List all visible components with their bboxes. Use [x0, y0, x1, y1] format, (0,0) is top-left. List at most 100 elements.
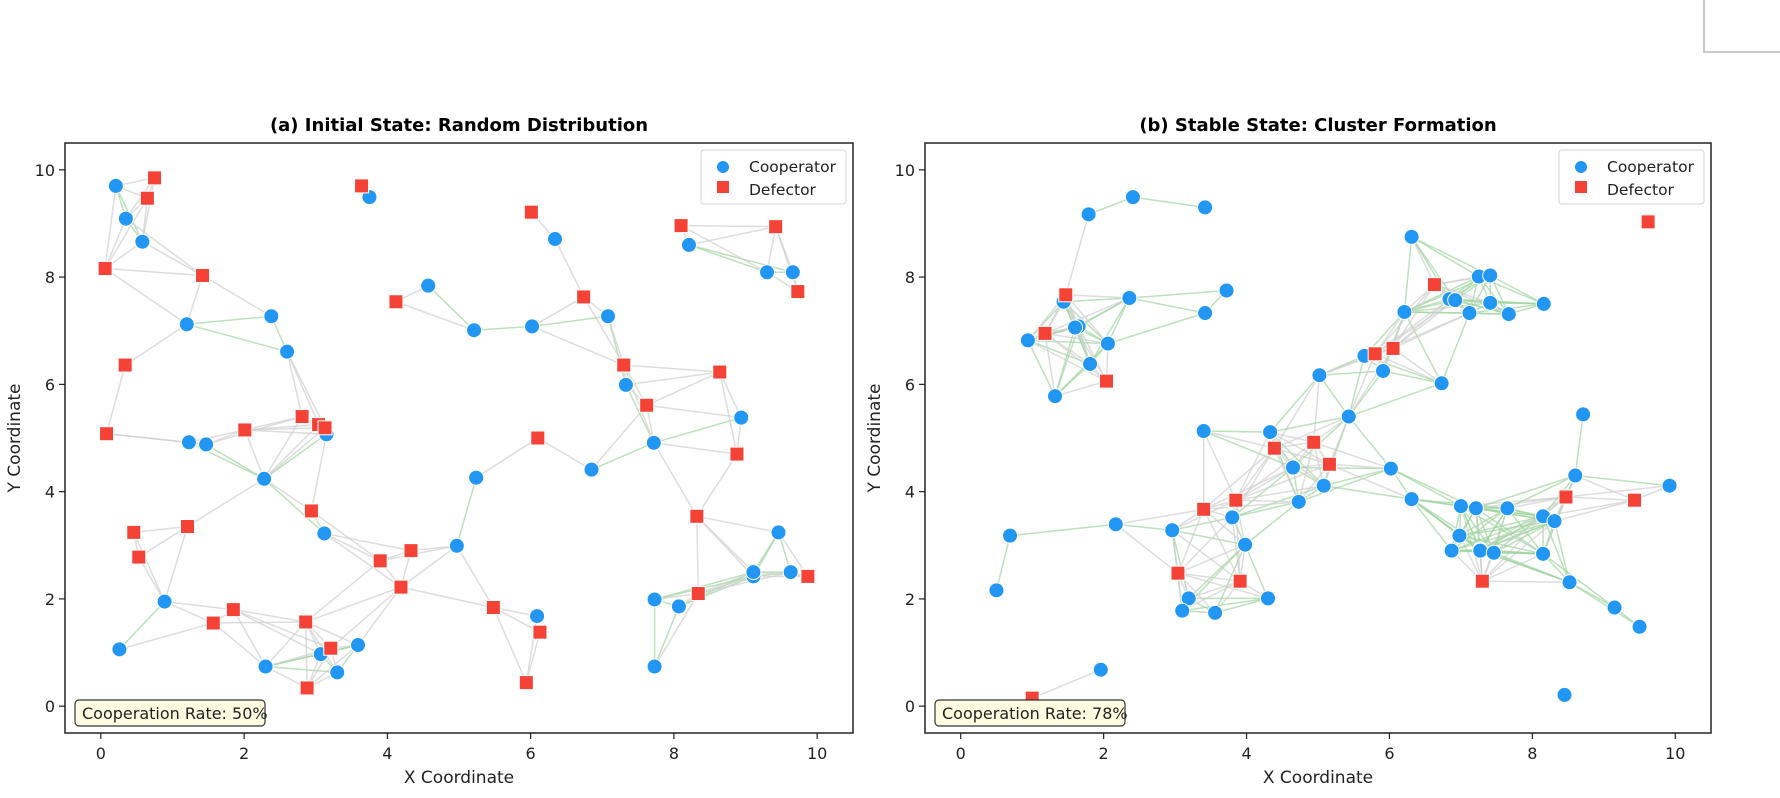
network-edge	[265, 665, 338, 674]
defector-point	[403, 543, 419, 559]
network-edge	[1044, 297, 1130, 335]
network-edge	[324, 532, 412, 552]
network-edge	[1493, 552, 1544, 555]
cooperator-point	[1485, 544, 1502, 561]
cooperator-point	[646, 658, 663, 675]
cooperator-point	[263, 308, 280, 325]
network-edge	[187, 478, 265, 528]
cooperator-point	[198, 436, 215, 453]
network-edge	[1292, 466, 1391, 470]
legend-defector-marker	[1575, 181, 1587, 193]
defector-point	[195, 267, 211, 283]
legend-cooperator-marker	[1575, 161, 1587, 173]
cooperator-point	[1443, 542, 1460, 559]
panel-b-cooperation-rate-box: Cooperation Rate: 78%	[934, 699, 1128, 727]
network-edge	[1235, 499, 1299, 503]
network-edge	[1451, 515, 1544, 552]
network-edge	[1214, 544, 1246, 614]
cooperator-point	[1121, 290, 1138, 307]
y-tick-label: 10	[35, 161, 55, 180]
network-edge	[1403, 236, 1413, 313]
network-edge	[164, 600, 234, 611]
network-edge	[1115, 508, 1204, 526]
x-tick-label: 6	[1384, 744, 1394, 763]
defector-point	[1558, 489, 1574, 505]
cooperator-point	[1482, 267, 1499, 284]
network-edge	[1392, 347, 1443, 384]
network-edge	[142, 241, 203, 277]
y-tick-label: 8	[45, 268, 55, 287]
defector-point	[1196, 501, 1212, 517]
network-edge	[698, 571, 791, 595]
cooperator-point	[1218, 282, 1235, 299]
network-edge	[1031, 669, 1102, 699]
cooperator-point	[1002, 527, 1019, 544]
network-edge	[400, 545, 458, 588]
network-edge	[286, 351, 326, 429]
network-edge	[456, 545, 495, 608]
panel-a-cooperation-rate: Cooperation Rate: 50%	[82, 704, 268, 723]
network-edge	[680, 224, 768, 273]
cooperator-point	[546, 231, 563, 248]
network-edge	[653, 416, 742, 444]
network-edge	[186, 315, 272, 326]
y-tick-label: 6	[905, 375, 915, 394]
network-edge	[492, 607, 528, 683]
network-edge	[1171, 529, 1241, 582]
network-edge	[188, 429, 245, 444]
network-edge	[590, 404, 648, 471]
network-edge	[1493, 520, 1555, 554]
defector-point	[1385, 340, 1401, 356]
network-edge	[1348, 382, 1442, 418]
network-edge	[1171, 530, 1190, 599]
network-edge	[774, 226, 799, 292]
x-tick-label: 6	[526, 744, 536, 763]
network-edge	[186, 275, 204, 325]
network-edge	[105, 364, 126, 434]
cooperator-point	[1047, 388, 1064, 405]
network-edge	[1273, 374, 1321, 449]
network-edge	[473, 325, 533, 331]
network-edge	[1115, 523, 1173, 532]
defector-point	[800, 568, 816, 584]
cooperator-point	[1224, 509, 1241, 526]
defector-point	[1058, 287, 1074, 303]
defector-point	[298, 614, 314, 630]
network-edge	[1089, 297, 1131, 365]
network-edge	[1269, 415, 1349, 433]
network-edge	[427, 285, 475, 331]
cooperator-point	[1262, 424, 1279, 441]
network-edge	[380, 545, 457, 562]
cooperator-point	[1197, 305, 1214, 322]
network-edge	[119, 622, 214, 651]
panel-b-points	[988, 189, 1678, 706]
network-edge	[244, 429, 327, 435]
defector-point	[1232, 573, 1248, 589]
network-edge	[623, 364, 720, 373]
cooperator-point	[617, 376, 634, 393]
cooperator-point	[1197, 199, 1214, 216]
cooperator-point	[316, 525, 333, 542]
y-tick-label: 6	[45, 375, 55, 394]
defector-point	[1228, 492, 1244, 508]
x-tick-label: 4	[382, 744, 392, 763]
cooperator-point	[759, 264, 776, 281]
network-edge	[1065, 294, 1109, 345]
defector-point	[530, 430, 546, 446]
network-edge	[1481, 520, 1555, 582]
network-edge	[1298, 467, 1392, 503]
cooperator-point	[361, 189, 378, 206]
cooperator-point	[1311, 367, 1328, 384]
cooperator-point	[1535, 295, 1552, 312]
network-edge	[653, 442, 698, 517]
network-edge	[1329, 463, 1391, 470]
panel-a-cooperation-rate-box: Cooperation Rate: 50%	[74, 699, 268, 727]
defector-point	[303, 503, 319, 519]
cooperator-point	[1661, 477, 1678, 494]
cooperator-point	[1067, 319, 1084, 336]
cooperator-point	[1567, 467, 1584, 484]
network-edge	[1451, 520, 1555, 552]
defector-point	[576, 289, 592, 305]
network-edge	[1489, 274, 1545, 305]
y-tick-label: 10	[895, 161, 915, 180]
